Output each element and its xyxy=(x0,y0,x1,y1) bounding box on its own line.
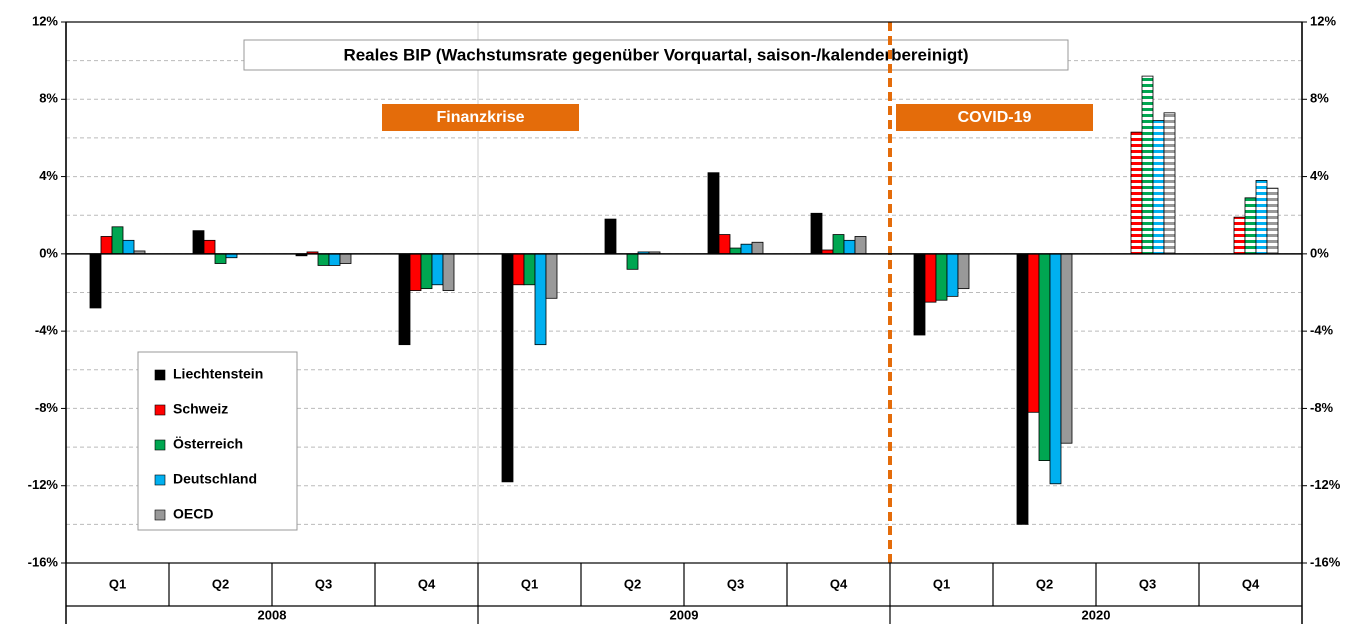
legend-marker xyxy=(154,404,166,416)
x-tick-label: Q2 xyxy=(212,576,229,591)
bar xyxy=(751,241,764,255)
bar xyxy=(1163,112,1176,255)
bar xyxy=(810,212,823,255)
y-tick-label: -4% xyxy=(35,323,59,338)
bar xyxy=(924,253,937,303)
bar xyxy=(1016,253,1029,525)
y-tick-label: -8% xyxy=(35,400,59,415)
y-tick-label: -16% xyxy=(1310,554,1341,569)
bar xyxy=(420,253,433,290)
bar xyxy=(545,253,558,299)
x-tick-label: Q1 xyxy=(109,576,126,591)
bar xyxy=(1244,197,1257,255)
y-tick-label: 4% xyxy=(1310,168,1329,183)
x-tick-label: Q1 xyxy=(933,576,950,591)
y-tick-label: -12% xyxy=(28,477,59,492)
x-tick-label: Q4 xyxy=(830,576,848,591)
bar xyxy=(339,253,352,264)
bar xyxy=(707,172,720,255)
bar xyxy=(442,253,455,291)
y-tick-label: 8% xyxy=(39,91,58,106)
group-label: 2008 xyxy=(258,607,287,622)
bar xyxy=(100,236,113,255)
annotation: Finanzkrise xyxy=(436,109,524,126)
bar xyxy=(913,253,926,336)
legend-marker xyxy=(154,474,166,486)
bar xyxy=(1038,253,1051,461)
bar xyxy=(1152,120,1165,255)
legend-label: Deutschland xyxy=(173,471,257,487)
annotation-box xyxy=(382,104,579,131)
y-tick-label: -8% xyxy=(1310,400,1334,415)
bar xyxy=(89,253,102,309)
bar xyxy=(203,239,216,255)
bar xyxy=(523,253,536,286)
bar xyxy=(729,247,742,255)
bar xyxy=(122,239,135,255)
y-tick-label: -4% xyxy=(1310,323,1334,338)
bar xyxy=(946,253,959,297)
bar xyxy=(409,253,422,291)
bar xyxy=(328,253,341,266)
legend-marker xyxy=(154,509,166,521)
y-tick-label: -16% xyxy=(28,554,59,569)
legend-marker xyxy=(154,369,166,381)
x-tick-label: Q3 xyxy=(1139,576,1156,591)
bar xyxy=(398,253,411,346)
bar xyxy=(626,253,639,270)
bar xyxy=(718,234,731,255)
bar xyxy=(1266,187,1279,255)
bar xyxy=(431,253,444,286)
bar xyxy=(854,236,867,255)
bar xyxy=(843,239,856,255)
annotation-box xyxy=(896,104,1093,131)
bar xyxy=(1027,253,1040,413)
y-tick-label: 12% xyxy=(1310,13,1336,28)
bar xyxy=(512,253,525,286)
bar xyxy=(1060,253,1073,444)
y-tick-label: 12% xyxy=(32,13,58,28)
bar xyxy=(214,253,227,264)
bar xyxy=(935,253,948,301)
x-tick-label: Q1 xyxy=(521,576,538,591)
bar xyxy=(740,243,753,255)
y-tick-label: 8% xyxy=(1310,91,1329,106)
bar xyxy=(1233,216,1246,255)
legend-marker xyxy=(154,439,166,451)
x-tick-label: Q4 xyxy=(1242,576,1260,591)
group-label: 2020 xyxy=(1082,607,1111,622)
annotation: COVID-19 xyxy=(958,109,1032,126)
x-tick-label: Q2 xyxy=(624,576,641,591)
bar xyxy=(317,253,330,266)
bar xyxy=(192,230,205,255)
y-tick-label: 0% xyxy=(1310,245,1329,260)
y-tick-label: -12% xyxy=(1310,477,1341,492)
bar xyxy=(1130,131,1143,255)
chart-title: Reales BIP (Wachstumsrate gegenüber Vorq… xyxy=(343,45,968,64)
x-tick-label: Q3 xyxy=(315,576,332,591)
legend-label: Liechtenstein xyxy=(173,366,263,382)
legend-label: OECD xyxy=(173,506,213,522)
bar xyxy=(604,218,617,255)
bar xyxy=(957,253,970,290)
x-tick-label: Q2 xyxy=(1036,576,1053,591)
bar xyxy=(832,234,845,255)
bar xyxy=(111,226,124,255)
y-tick-label: 0% xyxy=(39,245,58,260)
y-tick-label: 4% xyxy=(39,168,58,183)
bar xyxy=(501,253,514,483)
x-tick-label: Q3 xyxy=(727,576,744,591)
bar xyxy=(1255,180,1268,255)
bar xyxy=(534,253,547,346)
bar xyxy=(1141,75,1154,255)
legend-label: Österreich xyxy=(173,436,243,452)
legend-label: Schweiz xyxy=(173,401,228,417)
group-label: 2009 xyxy=(670,607,699,622)
bar xyxy=(1049,253,1062,485)
x-tick-label: Q4 xyxy=(418,576,436,591)
title-box xyxy=(243,39,1069,71)
